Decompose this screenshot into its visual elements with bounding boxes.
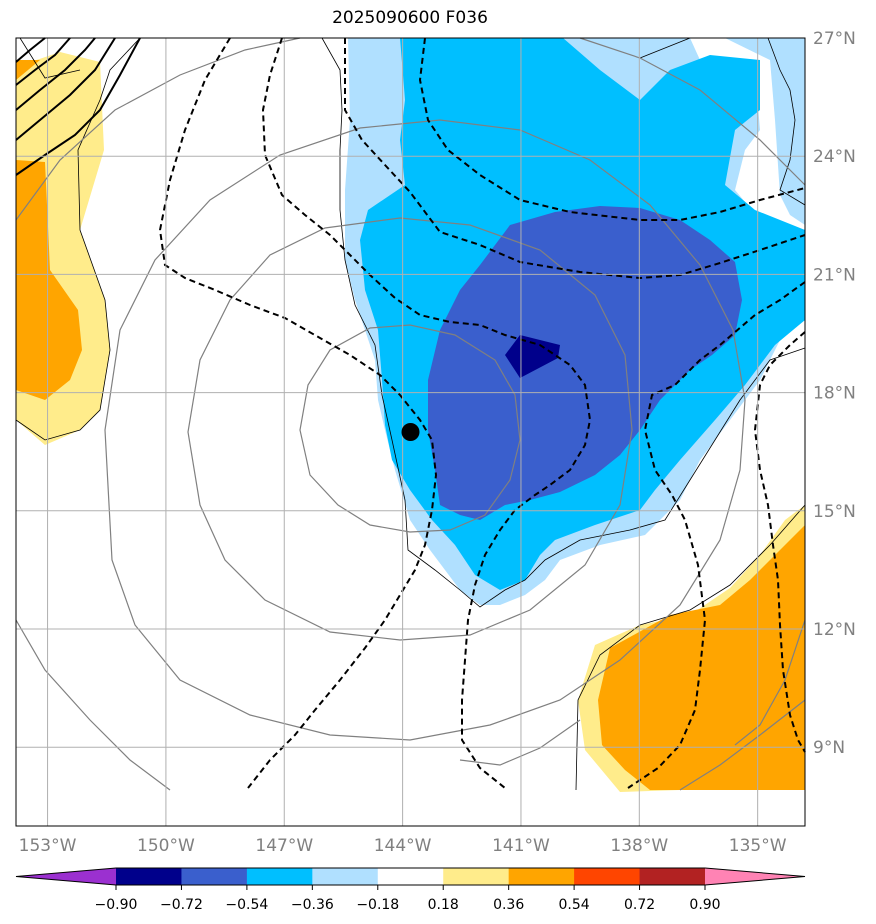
negative-anomaly-dark [428,206,742,520]
colorbar-segment [574,868,641,885]
storm-center-marker [401,423,420,441]
lat-tick-label: 27°N [813,29,856,49]
colorbar-segment [246,868,313,885]
colorbar-tick-label: 0.36 [493,897,524,913]
colorbar-tick-label: 0.90 [689,897,720,913]
colorbar-segment [312,868,379,885]
lat-tick-label: 9°N [813,738,845,758]
lat-tick-label: 24°N [813,147,856,167]
colorbar-segment [116,868,182,885]
lat-tick-label: 21°N [813,265,856,285]
colorbar-segment [443,868,510,885]
lon-tick-label: 141°W [492,836,550,856]
colorbar-extend-low [16,868,116,885]
colorbar-segment [639,868,706,885]
positive-anomaly-west-dark-top [16,60,40,80]
positive-anomaly-west-dark [16,160,82,400]
lon-tick-label: 153°W [19,836,77,856]
colorbar-segment [508,868,575,885]
shading-layer [16,38,805,792]
lat-tick-label: 12°N [813,620,856,640]
colorbar-extend-high [705,868,805,885]
lat-tick-label: 15°N [813,502,856,522]
lat-tick-label: 18°N [813,384,856,404]
colorbar-tick-label: −0.90 [95,897,138,913]
lon-tick-label: 150°W [137,836,195,856]
colorbar-segment [181,868,248,885]
colorbar-tick-label: 0.72 [624,897,655,913]
colorbar-tick-label: −0.72 [160,897,203,913]
lon-tick-label: 135°W [729,836,787,856]
colorbar: −0.90 −0.72 −0.54 −0.36 −0.18 0.18 0.36 0.54 0.7… [15,867,806,913]
colorbar-segment [377,868,444,885]
colorbar-tick-label: −0.36 [291,897,334,913]
lon-tick-label: 144°W [374,836,432,856]
colorbar-tick-label: −0.18 [356,897,399,913]
colorbar-tick-label: 0.54 [559,897,590,913]
map-frame [15,37,806,827]
colorbar-tick-label: 0.18 [428,897,459,913]
lon-tick-label: 138°W [610,836,668,856]
negative-anomaly-darkest [505,335,560,378]
map-title: 2025090600 F036 [332,8,488,28]
colorbar-tick-label: −0.54 [225,897,268,913]
solid-contour-layer [15,37,141,176]
gray-contour-layer [15,37,806,791]
longitude-tick-labels: 153°W 150°W 147°W 144°W 141°W 138°W 135°W [19,836,787,856]
dashed-contour-layer [158,37,806,789]
latitude-tick-labels: 9°N 12°N 15°N 18°N 21°N 24°N 27°N [813,29,856,758]
positive-anomaly-southeast-dark [598,525,805,790]
lon-tick-label: 147°W [255,836,313,856]
